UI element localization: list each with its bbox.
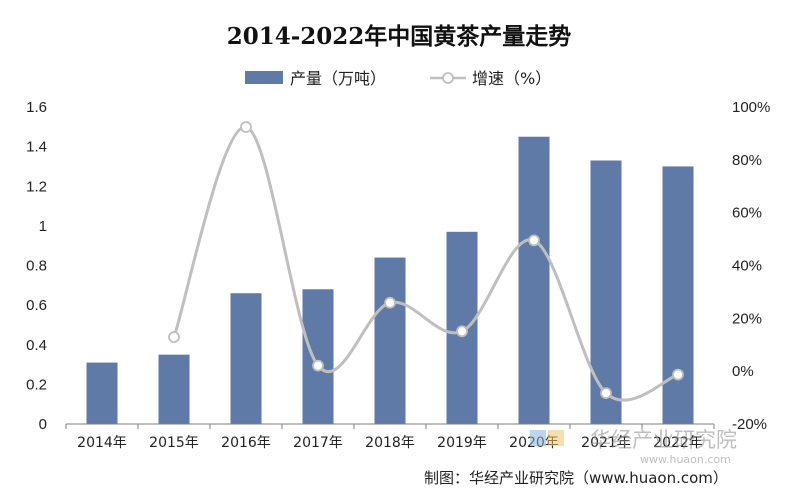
growth-point-5 (456, 325, 468, 338)
bar-2 (230, 293, 262, 424)
y-left-tick-label-3: 0.6 (26, 297, 47, 314)
watermark-url: www.huaon.com (640, 453, 731, 466)
legend-line-marker (442, 72, 454, 84)
growth-point-6 (528, 234, 540, 247)
watermark-logo-icon-2 (548, 430, 564, 446)
growth-point-3 (312, 359, 324, 372)
y-right-tick-label-1: 0% (732, 363, 754, 380)
x-tick-label-5: 2019年 (437, 435, 487, 451)
y-right-tick-label-4: 60% (732, 205, 762, 222)
legend-bar-label: 产量（万吨） (290, 69, 386, 88)
growth-point-1 (168, 331, 180, 343)
watermark: 华经产业研究院 www.huaon.com (530, 428, 737, 466)
source-credit: 制图：华经产业研究院（www.huaon.com） (424, 469, 728, 487)
bar-4 (374, 257, 406, 424)
y-left-tick-label-5: 1 (39, 218, 47, 235)
y-left-tick-label-0: 0 (39, 416, 47, 433)
y-left-tick-label-6: 1.2 (26, 178, 47, 195)
watermark-logo-icon (530, 430, 546, 446)
y-left-tick-label-2: 0.4 (26, 337, 47, 354)
bar-3 (302, 289, 334, 424)
watermark-text: 华经产业研究院 (590, 428, 737, 452)
bar-0 (86, 362, 118, 424)
bar-1 (158, 354, 190, 424)
bar-8 (662, 166, 694, 424)
y-right-tick-label-5: 80% (732, 152, 762, 169)
legend-line-label: 增速（%） (472, 69, 551, 88)
x-tick-label-4: 2018年 (365, 435, 415, 451)
y-right-tick-label-2: 20% (732, 310, 762, 327)
x-tick-label-3: 2017年 (293, 435, 343, 451)
axes: 2014年2015年2016年2017年2018年2019年2020年2021年… (26, 99, 770, 451)
x-tick-label-8: 2022年 (653, 435, 703, 451)
x-tick-label-0: 2014年 (77, 435, 127, 451)
growth-point-8 (672, 368, 684, 381)
y-right-tick-label-6: 100% (732, 99, 770, 116)
y-right-tick-label-3: 40% (732, 258, 762, 275)
bar-7 (590, 160, 622, 424)
plot-area (86, 121, 694, 424)
y-right-tick-label-0: -20% (732, 416, 767, 433)
x-tick-label-2: 2016年 (221, 435, 271, 451)
y-left-tick-label-1: 0.2 (26, 376, 47, 393)
legend-bar-swatch (245, 71, 283, 84)
x-tick-label-1: 2015年 (149, 435, 199, 451)
y-left-tick-label-4: 0.8 (26, 258, 47, 275)
x-tick-label-7: 2021年 (581, 435, 631, 451)
growth-point-4 (384, 296, 396, 309)
chart-title: 2014-2022年中国黄茶产量走势 (227, 23, 572, 50)
bar-6 (518, 136, 550, 424)
y-left-tick-label-8: 1.6 (26, 99, 47, 116)
legend: 产量（万吨） 增速（%） (245, 69, 551, 88)
growth-point-2 (240, 121, 252, 133)
y-left-tick-label-7: 1.4 (26, 139, 47, 156)
growth-point-7 (600, 387, 612, 399)
